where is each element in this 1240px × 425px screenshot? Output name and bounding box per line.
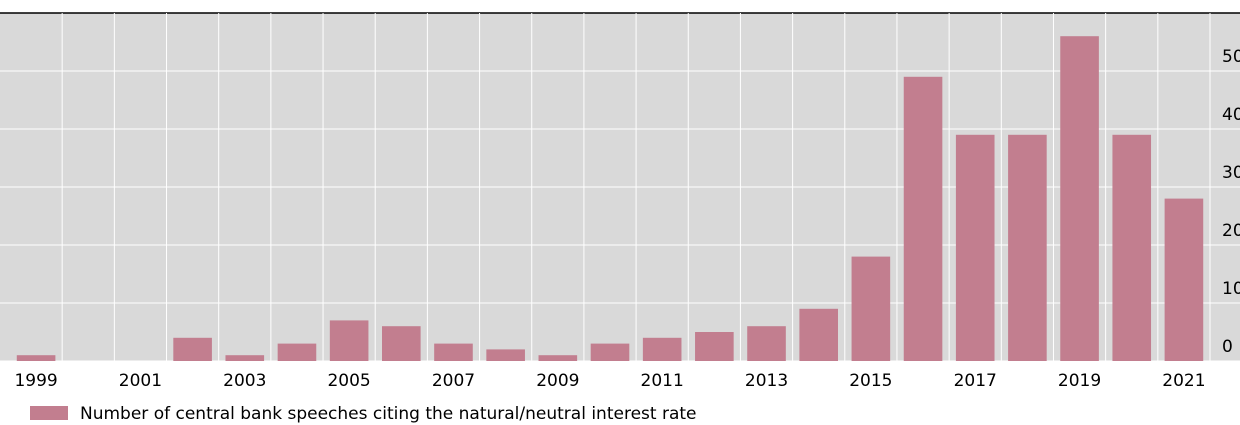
bar: [277, 343, 317, 361]
bar: [434, 343, 473, 361]
x-tick-label: 2013: [745, 371, 788, 391]
bar: [799, 308, 838, 361]
y-tick-label: 40: [1222, 105, 1240, 125]
legend-swatch: [30, 406, 68, 420]
bar: [486, 349, 525, 361]
x-tick-label: 1999: [14, 371, 57, 391]
bar: [1060, 36, 1099, 361]
y-tick-label: 10: [1222, 279, 1240, 299]
x-tick-label: 2017: [954, 371, 997, 391]
legend-label: Number of central bank speeches citing t…: [80, 404, 696, 424]
x-tick-label: 2011: [641, 371, 684, 391]
bar: [747, 326, 786, 361]
y-tick-label: 0: [1222, 337, 1233, 357]
bar: [329, 320, 369, 361]
x-tick-label: 2005: [327, 371, 370, 391]
bar: [382, 326, 421, 361]
bar: [16, 355, 56, 361]
bar: [538, 355, 578, 361]
y-tick-label: 20: [1222, 221, 1240, 241]
bar: [1008, 134, 1047, 361]
y-tick-label: 30: [1222, 163, 1240, 183]
bar: [695, 332, 734, 361]
x-tick-label: 2009: [536, 371, 579, 391]
bar: [225, 355, 265, 361]
bar: [1164, 198, 1204, 361]
x-tick-label: 2003: [223, 371, 266, 391]
bar: [642, 337, 682, 361]
x-tick-label: 2019: [1058, 371, 1101, 391]
y-tick-label: 50: [1222, 47, 1240, 67]
bar: [1112, 134, 1152, 361]
bar: [173, 337, 212, 361]
bar: [903, 76, 943, 362]
x-tick-label: 2007: [432, 371, 475, 391]
bar: [955, 134, 995, 361]
x-tick-label: 2015: [849, 371, 892, 391]
bar: [851, 256, 891, 361]
x-tick-label: 2021: [1162, 371, 1205, 391]
bar: [590, 343, 630, 361]
x-tick-label: 2001: [119, 371, 162, 391]
